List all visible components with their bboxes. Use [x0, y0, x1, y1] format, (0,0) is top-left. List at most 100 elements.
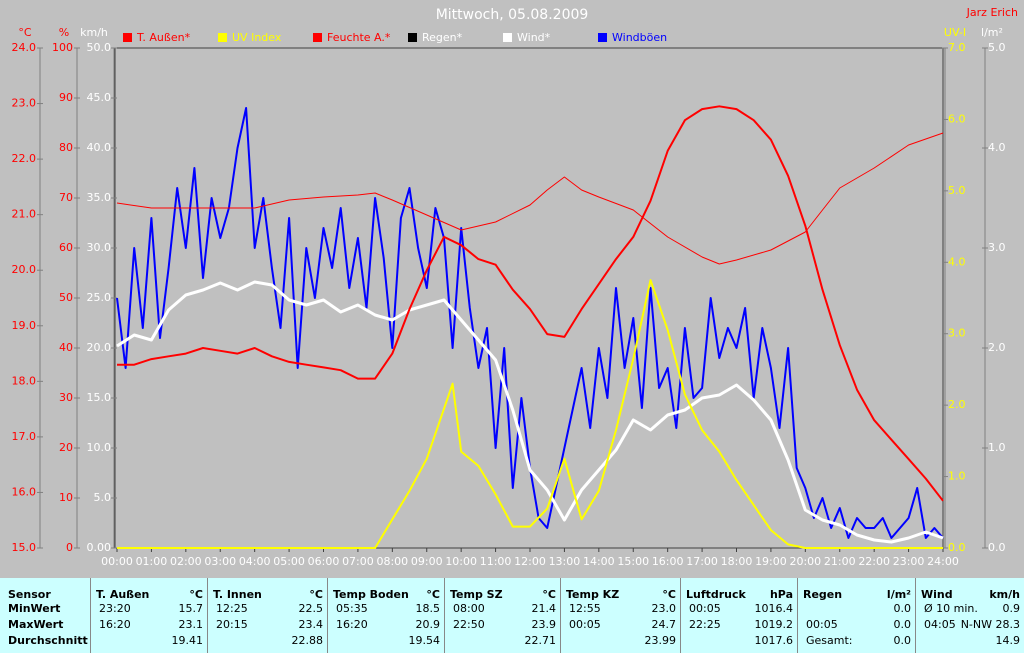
series-line [116, 132, 944, 265]
column-unit: °C [426, 588, 440, 601]
column-unit: l/m² [886, 588, 911, 601]
cell-value: 22.5 [298, 602, 324, 615]
column-header: Wind [921, 588, 953, 601]
y-tick-label: 0.0 [948, 541, 966, 554]
y-tick-label: 30.0 [87, 241, 112, 254]
legend-label: Wind* [517, 31, 551, 44]
cell-time: 20:15 [216, 618, 248, 631]
column-header: Temp SZ [450, 588, 503, 601]
column-unit: hPa [769, 588, 793, 601]
x-tick-label: 22:00 [858, 555, 890, 568]
y-tick-label: 2.0 [988, 341, 1006, 354]
author: Jarz Erich [966, 6, 1018, 19]
cell-value: 1019.2 [754, 618, 794, 631]
cell-value: 14.9 [995, 634, 1021, 647]
x-tick-label: 14:00 [583, 555, 615, 568]
x-tick-label: 09:00 [411, 555, 443, 568]
y-tick-label: 23.0 [12, 97, 37, 110]
cell-value: 18.5 [415, 602, 441, 615]
series-line [117, 279, 943, 549]
table-header: Sensor [8, 588, 51, 601]
y-tick-label: 10.0 [87, 441, 112, 454]
column-unit: °C [309, 588, 323, 601]
cell-value: 15.7 [178, 602, 204, 615]
column-header: T. Innen [213, 588, 262, 601]
x-tick-label: 23:00 [893, 555, 925, 568]
y-tick-label: 4.0 [988, 141, 1006, 154]
column-header: Luftdruck [686, 588, 746, 601]
cell-value: 22.71 [524, 634, 557, 647]
y-tick-label: 5.0 [94, 491, 112, 504]
cell-time: 16:20 [99, 618, 131, 631]
y-tick-label: 4.0 [948, 255, 966, 268]
table-column: Wind km/h Ø 10 min. 0.9 04:05 N-NW 28.3 14.9 [915, 578, 1024, 653]
cell-value: 23.99 [644, 634, 677, 647]
cell-time: 23:20 [99, 602, 131, 615]
cell-value: 19.41 [171, 634, 204, 647]
legend-marker [408, 33, 417, 42]
cell-value: 0.0 [893, 618, 912, 631]
cell-time: 04:05 [924, 618, 956, 631]
legend-marker [123, 33, 132, 42]
cell-value: 0.0 [893, 602, 912, 615]
column-unit: °C [189, 588, 203, 601]
cell-value: 21.4 [531, 602, 557, 615]
y-tick-label: 60 [59, 241, 73, 254]
cell-value: 23.0 [651, 602, 677, 615]
legend-label: Feuchte A.* [327, 31, 391, 44]
y-tick-label: 6.0 [948, 112, 966, 125]
cell-value: 23.1 [178, 618, 204, 631]
column-unit: °C [662, 588, 676, 601]
cell-time: Gesamt: [806, 634, 853, 647]
cell-time: 22:50 [453, 618, 485, 631]
x-tick-label: 11:00 [480, 555, 512, 568]
y-tick-label: 18.0 [12, 374, 37, 387]
x-tick-label: 00:00 [101, 555, 133, 568]
cell-time: 05:35 [336, 602, 368, 615]
y-tick-label: 20 [59, 441, 73, 454]
y-tick-label: 1.0 [988, 441, 1006, 454]
series-line [116, 280, 944, 544]
cell-time: 22:25 [689, 618, 721, 631]
y-tick-label: 35.0 [87, 191, 112, 204]
y-tick-label: 40 [59, 341, 73, 354]
y-tick-label: 7.0 [948, 41, 966, 54]
row-label: MinWert [8, 602, 61, 615]
y-axis-label: km/h [80, 26, 108, 39]
column-header: Temp KZ [566, 588, 620, 601]
y-tick-label: 17.0 [12, 430, 37, 443]
y-axis-label: % [59, 26, 69, 39]
cell-time: Ø 10 min. [924, 602, 978, 615]
x-tick-label: 10:00 [445, 555, 477, 568]
x-tick-label: 01:00 [136, 555, 168, 568]
legend-marker [218, 33, 227, 42]
y-tick-label: 20.0 [12, 263, 37, 276]
y-tick-label: 15.0 [12, 541, 37, 554]
y-tick-label: 30 [59, 391, 73, 404]
y-tick-label: 50.0 [87, 41, 112, 54]
y-tick-label: 24.0 [12, 41, 37, 54]
legend-marker [313, 33, 322, 42]
y-axis-label: l/m² [981, 26, 1003, 39]
legend-marker [598, 33, 607, 42]
plot-area [114, 47, 944, 549]
x-tick-label: 02:00 [170, 555, 202, 568]
x-tick-label: 07:00 [342, 555, 374, 568]
cell-value: 0.0 [893, 634, 912, 647]
cell-time: 12:55 [569, 602, 601, 615]
y-tick-label: 2.0 [948, 398, 966, 411]
cell-time: 00:05 [806, 618, 838, 631]
y-tick-label: 0.00 [87, 541, 112, 554]
y-tick-label: 1.0 [948, 470, 966, 483]
legend-label: T. Außen* [136, 31, 191, 44]
y-tick-label: 40.0 [87, 141, 112, 154]
y-tick-label: 0.0 [988, 541, 1006, 554]
x-tick-label: 05:00 [273, 555, 305, 568]
y-tick-label: 22.0 [12, 152, 37, 165]
y-tick-label: 5.0 [988, 41, 1006, 54]
x-tick-label: 17:00 [686, 555, 718, 568]
x-tick-label: 03:00 [204, 555, 236, 568]
y-tick-label: 70 [59, 191, 73, 204]
y-tick-label: 3.0 [988, 241, 1006, 254]
